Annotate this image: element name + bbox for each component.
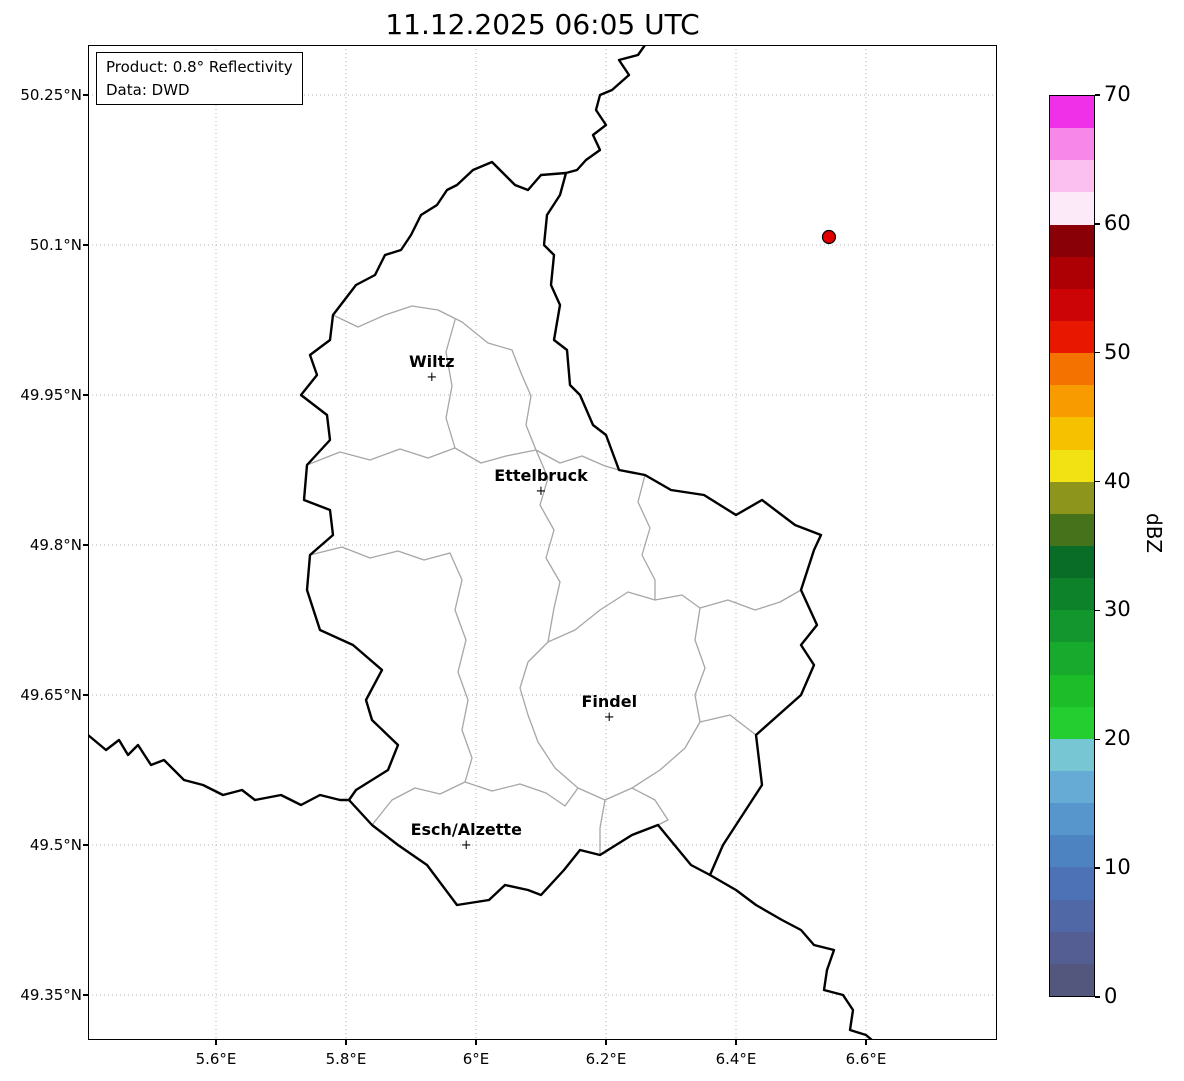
colorbar-segment [1050, 353, 1094, 386]
colorbar-segment [1050, 931, 1094, 964]
border-france-belgium [88, 733, 351, 807]
x-axis-tick [345, 1040, 347, 1045]
colorbar-segment [1050, 835, 1094, 868]
y-axis-tick-label: 49.65°N [20, 686, 82, 704]
y-axis-tick [83, 244, 88, 246]
colorbar-segment [1050, 320, 1094, 354]
y-axis-tick [83, 544, 88, 546]
colorbar-segment [1050, 578, 1094, 611]
colorbar-segment [1050, 96, 1094, 129]
city-label: Ettelbruck [494, 466, 588, 485]
colorbar-tick-label: 0 [1104, 984, 1118, 1008]
colorbar-tick-label: 70 [1104, 82, 1131, 106]
colorbar-tick-label: 20 [1104, 726, 1131, 751]
y-axis-tick-label: 50.1°N [29, 236, 82, 254]
colorbar-segment [1050, 481, 1094, 514]
colorbar-tick-label: 30 [1104, 597, 1131, 622]
x-axis-tick [605, 1040, 607, 1045]
country-border-luxembourg [299, 160, 823, 907]
x-axis-tick [475, 1040, 477, 1045]
canton-borders [306, 305, 802, 856]
colorbar-segment [1050, 192, 1094, 225]
y-axis-tick-label: 49.8°N [29, 536, 82, 554]
city-marker-icon: + [460, 837, 472, 853]
colorbar-tick [1095, 480, 1100, 483]
colorbar-segment [1050, 899, 1094, 932]
colorbar-segment [1050, 417, 1094, 450]
colorbar-tick-label: 10 [1104, 855, 1131, 880]
colorbar-segment [1050, 706, 1094, 739]
x-axis-tick-label: 6°E [462, 1050, 490, 1068]
colorbar-tick [1095, 223, 1100, 225]
colorbar-tick [1095, 867, 1100, 869]
grid-layer [88, 45, 997, 1040]
colorbar-segment [1050, 385, 1094, 418]
colorbar-tick [1095, 996, 1100, 998]
y-axis-tick-label: 49.95°N [20, 386, 82, 404]
y-axis-tick-label: 49.35°N [20, 986, 82, 1004]
y-axis-tick-label: 49.5°N [29, 836, 82, 854]
map-canvas [88, 45, 997, 1040]
colorbar [1049, 95, 1095, 997]
border-france-germany [708, 873, 874, 1040]
colorbar-segment [1050, 288, 1094, 321]
y-axis-tick [83, 994, 88, 996]
data-source-line: Data: DWD [106, 80, 190, 99]
colorbar-segment [1050, 545, 1094, 579]
border-belgium-germany [564, 45, 647, 175]
colorbar-segment [1050, 610, 1094, 643]
colorbar-tick [1095, 609, 1100, 612]
radar-site-dot [821, 229, 837, 245]
city-marker-icon: + [535, 483, 547, 499]
colorbar-segment [1050, 128, 1094, 161]
colorbar-segment [1050, 803, 1094, 836]
product-line: Product: 0.8° Reflectivity [106, 58, 293, 76]
colorbar-tick-label: 40 [1104, 468, 1131, 493]
city-marker-icon: + [603, 709, 615, 725]
colorbar-unit-label: dBZ [1142, 513, 1166, 554]
x-axis-tick [865, 1040, 867, 1045]
colorbar-segment [1050, 256, 1094, 289]
colorbar-tick [1095, 352, 1100, 354]
colorbar-tick-label: 50 [1104, 339, 1131, 364]
city-label: Wiltz [409, 352, 455, 371]
city-label: Findel [581, 692, 638, 711]
x-axis-tick-label: 5.8°E [325, 1050, 367, 1068]
colorbar-segment [1050, 224, 1094, 257]
colorbar-segment [1050, 867, 1094, 900]
colorbar-segment [1050, 963, 1094, 996]
y-axis-tick [83, 94, 88, 96]
y-axis-tick [83, 394, 88, 396]
colorbar-segment [1050, 738, 1094, 771]
colorbar-segment [1050, 770, 1094, 804]
map-title: 11.12.2025 06:05 UTC [385, 8, 700, 41]
x-axis-tick [215, 1040, 217, 1045]
colorbar-segment [1050, 674, 1094, 707]
y-axis-tick [83, 694, 88, 696]
city-label: Esch/Alzette [410, 820, 522, 839]
colorbar-tick [1095, 738, 1100, 740]
x-axis-tick [735, 1040, 737, 1045]
colorbar-tick-label: 60 [1104, 210, 1131, 235]
colorbar-tick [1095, 94, 1100, 96]
colorbar-segment [1050, 160, 1094, 193]
x-axis-tick-label: 5.6°E [195, 1050, 237, 1068]
colorbar-segment [1050, 642, 1094, 675]
product-info-box: Product: 0.8° Reflectivity Data: DWD [96, 52, 303, 105]
colorbar-segment [1050, 449, 1094, 482]
y-axis-tick [83, 844, 88, 846]
x-axis-tick-label: 6.4°E [715, 1050, 757, 1068]
colorbar-segment [1050, 513, 1094, 546]
x-axis-tick-label: 6.6°E [845, 1050, 887, 1068]
x-axis-tick-label: 6.2°E [585, 1050, 627, 1068]
city-marker-icon: + [426, 369, 438, 385]
y-axis-tick-label: 50.25°N [20, 86, 82, 104]
